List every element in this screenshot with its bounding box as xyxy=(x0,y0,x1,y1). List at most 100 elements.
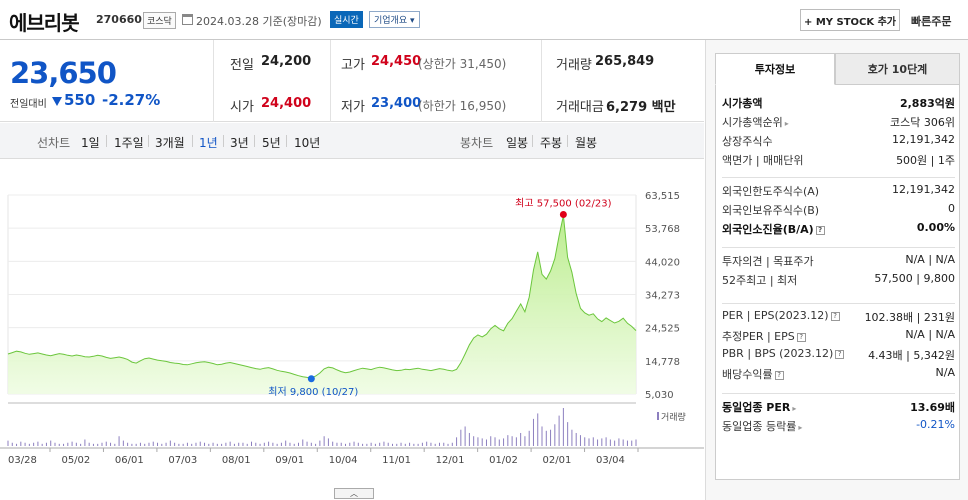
info-key: 외국인보유주식수(B) xyxy=(722,202,819,218)
price-chart-svg: 63,515 53,768 44,020 34,273 24,525 14,778 5,03… xyxy=(0,191,704,466)
investment-info-box: 시가총액 2,883억원 시가총액순위 ▸ 코스닥 306위 상장주식수 12,191,34… xyxy=(715,85,960,480)
separator xyxy=(148,135,149,147)
info-key-text: 시가총액순위 xyxy=(722,116,783,129)
help-icon[interactable]: ? xyxy=(815,225,825,235)
help-icon[interactable]: ? xyxy=(774,370,784,380)
info-row: 액면가 | 매매단위 500원 | 1주 xyxy=(722,152,955,170)
high-label: 최고 57,500 (02/23) xyxy=(515,197,611,209)
change-label: 전일대비 xyxy=(10,99,47,110)
tab-orderbook[interactable]: 호가 10단계 xyxy=(835,53,960,85)
help-icon[interactable]: ? xyxy=(835,349,845,359)
tab-investment-info[interactable]: 투자정보 xyxy=(715,53,835,85)
divider xyxy=(541,40,542,122)
y-tick-label: 63,515 xyxy=(645,191,680,202)
period-3m[interactable]: 3개월 xyxy=(155,136,185,150)
divider xyxy=(722,177,955,178)
info-key-text: 외국인한도주식수(A) xyxy=(722,185,820,198)
info-key: 투자의견 | 목표주가 xyxy=(722,253,814,269)
volume-value: 265,849 xyxy=(595,54,655,69)
x-tick-label: 10/04 xyxy=(329,455,358,466)
period-1w[interactable]: 1주일 xyxy=(114,136,144,150)
help-icon[interactable]: ? xyxy=(830,311,840,321)
candle-weekly[interactable]: 주봉 xyxy=(540,136,563,150)
info-key-text: 시가총액 xyxy=(722,97,763,110)
chart-collapse-button[interactable]: ︿ xyxy=(334,488,374,499)
high-label: 고가 xyxy=(341,58,365,73)
period-1y[interactable]: 1년 xyxy=(199,136,218,150)
info-row: 동일업종 PER ▸ 13.69배 xyxy=(722,399,955,417)
info-key: PBR | BPS (2023.12)? xyxy=(722,347,845,360)
info-key: 액면가 | 매매단위 xyxy=(722,152,804,168)
calendar-icon xyxy=(182,14,193,25)
info-value: N/A | N/A xyxy=(905,253,955,266)
info-row: 상장주식수 12,191,342 xyxy=(722,133,955,151)
base-date: 2024.03.28 기준(장마감) xyxy=(196,15,322,28)
volume-label: 거래량 xyxy=(556,58,592,73)
info-row: 52주최고 | 최저 57,500 | 9,800 xyxy=(722,272,955,290)
candle-daily[interactable]: 일봉 xyxy=(506,136,529,150)
chart-markers: 최고 57,500 (02/23) 최저 9,800 (10/27) xyxy=(268,197,611,397)
chevron-right-icon[interactable]: ▸ xyxy=(798,423,803,432)
info-value: -0.21% xyxy=(916,418,955,431)
info-value: 2,883억원 xyxy=(899,97,955,110)
x-tick-label: 03/28 xyxy=(8,455,37,466)
line-chart-label: 선차트 xyxy=(37,136,71,150)
upper-limit: (상한가 31,450) xyxy=(418,57,507,71)
info-key: 추정PER | EPS? xyxy=(722,328,806,344)
info-value: 102.38배 | 231원 xyxy=(864,311,955,324)
company-overview-dropdown[interactable]: 기업개요 ▾ xyxy=(369,11,420,28)
info-row: 외국인소진율(B/A)? 0.00% xyxy=(722,221,955,239)
info-key: PER | EPS(2023.12)? xyxy=(722,309,840,322)
separator xyxy=(286,135,287,147)
add-mystock-button[interactable]: + MY STOCK 추가 xyxy=(800,9,900,31)
x-tick-label: 01/02 xyxy=(489,455,518,466)
info-value: 12,191,342 xyxy=(892,183,955,196)
candle-monthly[interactable]: 월봉 xyxy=(575,136,598,150)
info-row: PBR | BPS (2023.12)? 4.43배 | 5,342원 xyxy=(722,347,955,365)
realtime-button[interactable]: 실시간 xyxy=(330,11,363,28)
info-row: 시가총액 2,883억원 xyxy=(722,95,955,113)
divider xyxy=(722,247,955,248)
info-value: 코스닥 306위 xyxy=(890,116,955,129)
period-10y[interactable]: 10년 xyxy=(294,136,321,150)
help-icon[interactable]: ? xyxy=(796,332,806,342)
period-3y[interactable]: 3년 xyxy=(230,136,249,150)
chevron-right-icon[interactable]: ▸ xyxy=(792,404,797,413)
x-tick-label: 05/02 xyxy=(61,455,90,466)
info-key: 시가총액 xyxy=(722,95,762,111)
quick-order-link[interactable]: 빠른주문 xyxy=(911,15,952,28)
prev-close-label: 전일 xyxy=(230,58,254,73)
info-key-text: 52주최고 | 최저 xyxy=(722,274,798,287)
high-marker xyxy=(559,210,567,218)
volume-legend-label: 거래량 xyxy=(661,411,686,423)
high-value: 24,450 xyxy=(371,54,422,69)
period-1d[interactable]: 1일 xyxy=(81,136,100,150)
chart-period-bar: 선차트 1일 1주일 3개월 1년 3년 5년 10년 봉차트 일봉 주봉 월봉 xyxy=(0,123,704,159)
info-key-text: 배당수익률 xyxy=(722,368,773,381)
info-row: 추정PER | EPS? N/A | N/A xyxy=(722,328,955,346)
info-value: 12,191,342 xyxy=(892,133,955,146)
price-area xyxy=(8,215,636,394)
info-key-text: 동일업종 PER xyxy=(722,401,791,414)
info-row: 외국인한도주식수(A) 12,191,342 xyxy=(722,183,955,201)
prev-close-value: 24,200 xyxy=(261,54,312,69)
info-key: 시가총액순위 ▸ xyxy=(722,114,789,130)
x-tick-label: 02/01 xyxy=(543,455,572,466)
info-row: 투자의견 | 목표주가 N/A | N/A xyxy=(722,253,955,271)
separator xyxy=(532,135,533,147)
info-key-text: 외국인소진율(B/A) xyxy=(722,223,814,236)
chevron-right-icon[interactable]: ▸ xyxy=(784,119,789,128)
info-key-text: 외국인보유주식수(B) xyxy=(722,204,820,217)
info-key: 동일업종 등락률 ▸ xyxy=(722,418,802,434)
lower-limit: (하한가 16,950) xyxy=(418,99,507,113)
info-key-text: 상장주식수 xyxy=(722,135,773,148)
stock-code: 270660 xyxy=(96,13,142,26)
x-tick-label: 07/03 xyxy=(168,455,197,466)
y-tick-label: 44,020 xyxy=(645,257,680,268)
info-key: 외국인소진율(B/A)? xyxy=(722,221,825,237)
info-key: 외국인한도주식수(A) xyxy=(722,183,819,199)
info-row: 배당수익률? N/A xyxy=(722,366,955,384)
volume-legend-swatch xyxy=(657,412,659,420)
divider xyxy=(722,303,955,304)
period-5y[interactable]: 5년 xyxy=(262,136,281,150)
